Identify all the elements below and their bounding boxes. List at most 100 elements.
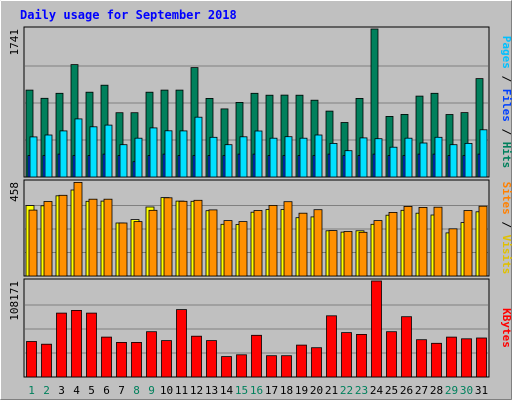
panel-max-label: 458 (8, 182, 21, 202)
bar-sites-day-3 (58, 194, 68, 277)
bar-kbytes-day-12 (191, 335, 202, 378)
bar-pages-day-18 (284, 136, 293, 178)
panel-hits-files-pages: 1741 Pages / Files / Hits (8, 26, 512, 178)
bar-sites-day-15 (238, 221, 248, 277)
bar-pages-day-13 (209, 136, 218, 178)
bar-kbytes-day-22 (341, 332, 352, 378)
bar-kbytes-day-18 (281, 355, 292, 378)
bar-kbytes-day-5 (86, 312, 97, 378)
x-tick-label-day-8: 8 (133, 384, 140, 397)
bar-sites-day-23 (358, 231, 368, 277)
x-tick-label-day-22: 22 (340, 384, 353, 397)
bar-kbytes-day-30 (461, 338, 472, 378)
bar-sites-day-20 (313, 209, 323, 277)
x-tick-label-day-4: 4 (73, 384, 80, 397)
bar-sites-day-1 (28, 209, 38, 277)
bar-kbytes-day-11 (176, 309, 187, 378)
bar-pages-day-24 (374, 138, 383, 178)
x-tick-label-day-2: 2 (43, 384, 50, 397)
axis-label-part: / (500, 122, 512, 142)
bar-pages-day-8 (134, 137, 143, 178)
x-tick-label-day-11: 11 (175, 384, 188, 397)
bar-kbytes-day-9 (146, 331, 157, 378)
x-tick-label-day-23: 23 (355, 384, 368, 397)
bar-pages-day-23 (359, 137, 368, 178)
bar-pages-day-6 (104, 124, 113, 178)
bar-kbytes-day-6 (101, 336, 112, 378)
panel-axis-label: KBytes (500, 308, 512, 348)
bar-kbytes-day-4 (71, 309, 82, 378)
bar-kbytes-day-29 (446, 336, 457, 378)
x-tick-label-day-17: 17 (265, 384, 278, 397)
axis-label-part: Visits (500, 235, 512, 275)
bar-pages-day-22 (344, 150, 353, 178)
bar-pages-day-11 (179, 130, 188, 178)
axis-label-part: Files (500, 89, 512, 122)
panel-axis-label: Sites / Visits (500, 182, 512, 275)
bar-sites-day-14 (223, 220, 233, 277)
bar-pages-day-27 (419, 142, 428, 178)
bar-sites-day-28 (433, 206, 443, 277)
x-tick-label-day-14: 14 (220, 384, 234, 397)
bar-kbytes-day-15 (236, 354, 247, 378)
x-tick-label-day-21: 21 (325, 384, 338, 397)
bar-sites-day-24 (373, 220, 383, 277)
x-tick-label-day-9: 9 (148, 384, 155, 397)
axis-label-part: KBytes (500, 308, 512, 348)
bar-kbytes-day-27 (416, 339, 427, 378)
x-tick-label-day-18: 18 (280, 384, 293, 397)
bar-sites-day-17 (268, 204, 278, 277)
bar-sites-day-31 (478, 205, 488, 277)
x-tick-label-day-10: 10 (160, 384, 173, 397)
bar-pages-day-21 (329, 142, 338, 178)
x-tick-label-day-30: 30 (460, 384, 473, 397)
bars-kbytes (26, 280, 487, 378)
bar-kbytes-day-26 (401, 316, 412, 378)
bar-sites-day-30 (463, 210, 473, 277)
x-tick-label-day-31: 31 (475, 384, 488, 397)
bars-visits-sites (25, 181, 488, 277)
bar-sites-day-21 (328, 230, 338, 277)
bar-pages-day-29 (449, 144, 458, 178)
bar-sites-day-26 (403, 205, 413, 277)
x-tick-label-day-20: 20 (310, 384, 323, 397)
bar-sites-day-22 (343, 231, 353, 277)
x-tick-label-day-25: 25 (385, 384, 398, 397)
bar-pages-day-3 (59, 130, 68, 178)
bar-pages-day-14 (224, 144, 233, 178)
bar-kbytes-day-23 (356, 333, 367, 378)
bar-sites-day-7 (118, 222, 128, 277)
bar-sites-day-6 (103, 198, 113, 277)
bar-pages-day-2 (44, 134, 53, 178)
x-tick-label-day-24: 24 (370, 384, 384, 397)
x-axis-day-labels: 1 2 3 4 5 6 7 8 9 10 11 12 13 14 15 16 17 18 19 20 21 22 23 24 2… (28, 384, 488, 397)
bar-pages-day-9 (149, 127, 158, 178)
panel-max-label: 1741 (8, 29, 21, 56)
panel-axis-label: Pages / Files / Hits (500, 36, 512, 169)
bar-kbytes-day-10 (161, 340, 172, 378)
bar-kbytes-day-7 (116, 341, 127, 378)
bar-kbytes-day-1 (26, 341, 37, 378)
bar-pages-day-26 (404, 137, 413, 178)
bar-sites-day-9 (148, 209, 158, 277)
bar-sites-day-27 (418, 206, 428, 277)
bar-kbytes-day-25 (386, 331, 397, 378)
x-tick-label-day-28: 28 (430, 384, 443, 397)
x-tick-label-day-15: 15 (235, 384, 248, 397)
chart-title: Daily usage for September 2018 (20, 8, 237, 22)
bar-pages-day-10 (164, 130, 173, 178)
bar-pages-day-16 (254, 130, 263, 178)
bar-pages-day-15 (239, 136, 248, 178)
x-tick-label-day-3: 3 (58, 384, 65, 397)
bar-sites-day-25 (388, 211, 398, 277)
bar-sites-day-4 (73, 181, 83, 277)
bar-kbytes-day-21 (326, 315, 337, 378)
bar-kbytes-day-13 (206, 340, 217, 378)
bar-kbytes-day-3 (56, 312, 67, 378)
bar-sites-day-2 (43, 201, 53, 277)
axis-label-part: / (500, 69, 512, 89)
bar-kbytes-day-2 (41, 343, 52, 378)
bar-kbytes-day-17 (266, 355, 277, 378)
bar-kbytes-day-14 (221, 356, 232, 378)
